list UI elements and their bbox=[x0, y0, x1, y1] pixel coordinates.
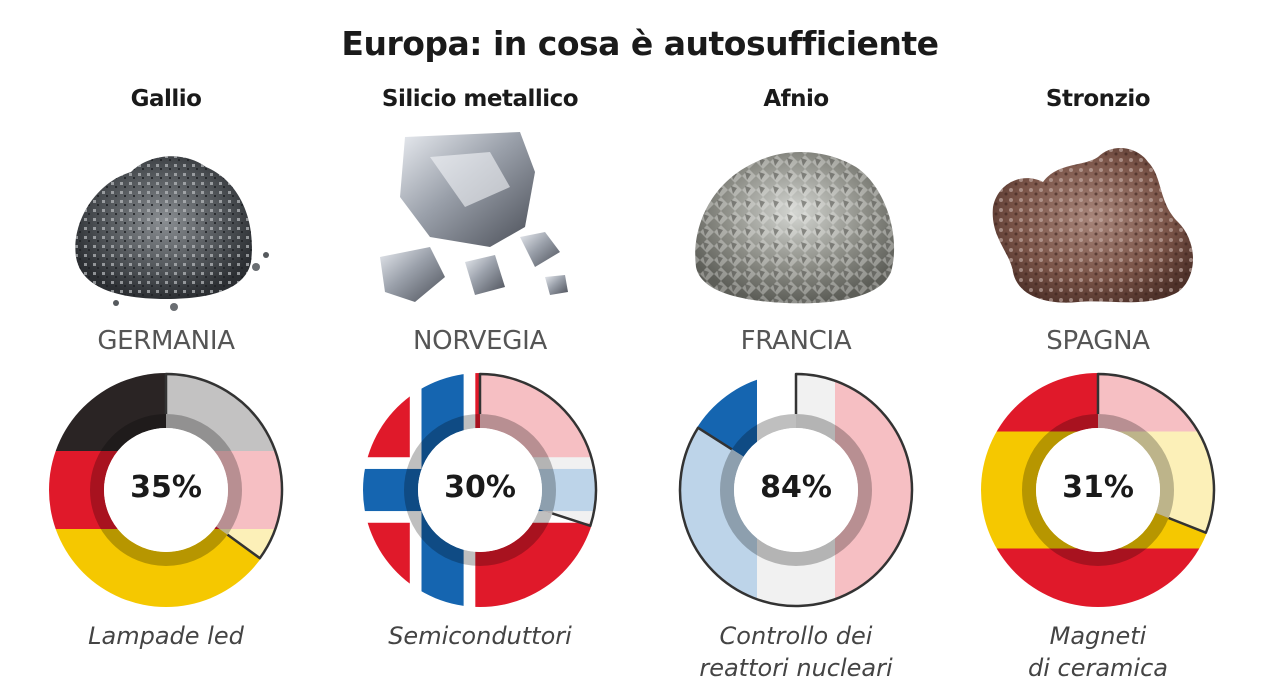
chart-title: Europa: in cosa è autosufficiente bbox=[341, 24, 939, 63]
inner-shadow-ring bbox=[404, 414, 556, 566]
inner-shadow-ring bbox=[1022, 414, 1174, 566]
use-line: di ceramica bbox=[1027, 654, 1168, 682]
segment-outline bbox=[164, 372, 284, 560]
donut-chart bbox=[981, 372, 1216, 607]
inner-shadow-ring bbox=[720, 414, 872, 566]
donut-chart bbox=[678, 372, 914, 608]
inner-shadow-ring bbox=[90, 414, 242, 566]
mineral-name: Silicio metallico bbox=[381, 86, 579, 112]
use-line: Semiconduttori bbox=[388, 622, 572, 650]
use-caption: Controllo dei reattori nucleari bbox=[646, 620, 946, 684]
donut-hole bbox=[104, 428, 228, 552]
country-label: FRANCIA bbox=[740, 326, 852, 356]
use-caption: Magneti di ceramica bbox=[948, 620, 1248, 684]
segment-outline bbox=[1096, 372, 1216, 534]
gallium-rock-icon bbox=[75, 156, 269, 311]
panel-silicio: Silicio metallico NORVEGIA 30% Semicondu… bbox=[330, 82, 630, 692]
use-caption: Semiconduttori bbox=[330, 620, 630, 652]
country-label: GERMANIA bbox=[97, 326, 235, 356]
panel-gallio: Gallio GERMANIA 35% Lampade led bbox=[16, 82, 316, 692]
panel-stronzio: Stronzio SPAGNA 31% Magneti di ceramica bbox=[948, 82, 1248, 692]
mineral-name: Stronzio bbox=[1045, 86, 1151, 112]
percentage-label: 35% bbox=[130, 470, 202, 505]
donut-hole bbox=[1036, 428, 1160, 552]
donut-hole bbox=[418, 428, 542, 552]
country-label: NORVEGIA bbox=[413, 326, 547, 356]
strontium-rock-icon bbox=[992, 147, 1193, 303]
donut-chart bbox=[363, 372, 598, 607]
percentage-label: 84% bbox=[760, 470, 832, 505]
percentage-label: 30% bbox=[444, 470, 516, 505]
segment-outline bbox=[478, 372, 598, 528]
use-line: Lampade led bbox=[88, 622, 244, 650]
use-line: Magneti bbox=[1049, 622, 1147, 650]
use-caption: Lampade led bbox=[16, 620, 316, 652]
country-label: SPAGNA bbox=[1046, 326, 1150, 356]
percentage-label: 31% bbox=[1062, 470, 1134, 505]
hafnium-rock-icon bbox=[695, 151, 895, 304]
mineral-name: Afnio bbox=[763, 86, 829, 112]
donut-chart bbox=[49, 372, 284, 608]
donut-hole bbox=[734, 428, 858, 552]
panel-afnio: Afnio FRANCIA 84% Controllo dei reattori… bbox=[646, 82, 946, 692]
silicon-rock-icon bbox=[380, 132, 568, 302]
use-line: Controllo dei bbox=[719, 622, 873, 650]
mineral-name: Gallio bbox=[130, 86, 202, 112]
use-line: reattori nucleari bbox=[699, 654, 893, 682]
segment-outline bbox=[678, 372, 914, 608]
